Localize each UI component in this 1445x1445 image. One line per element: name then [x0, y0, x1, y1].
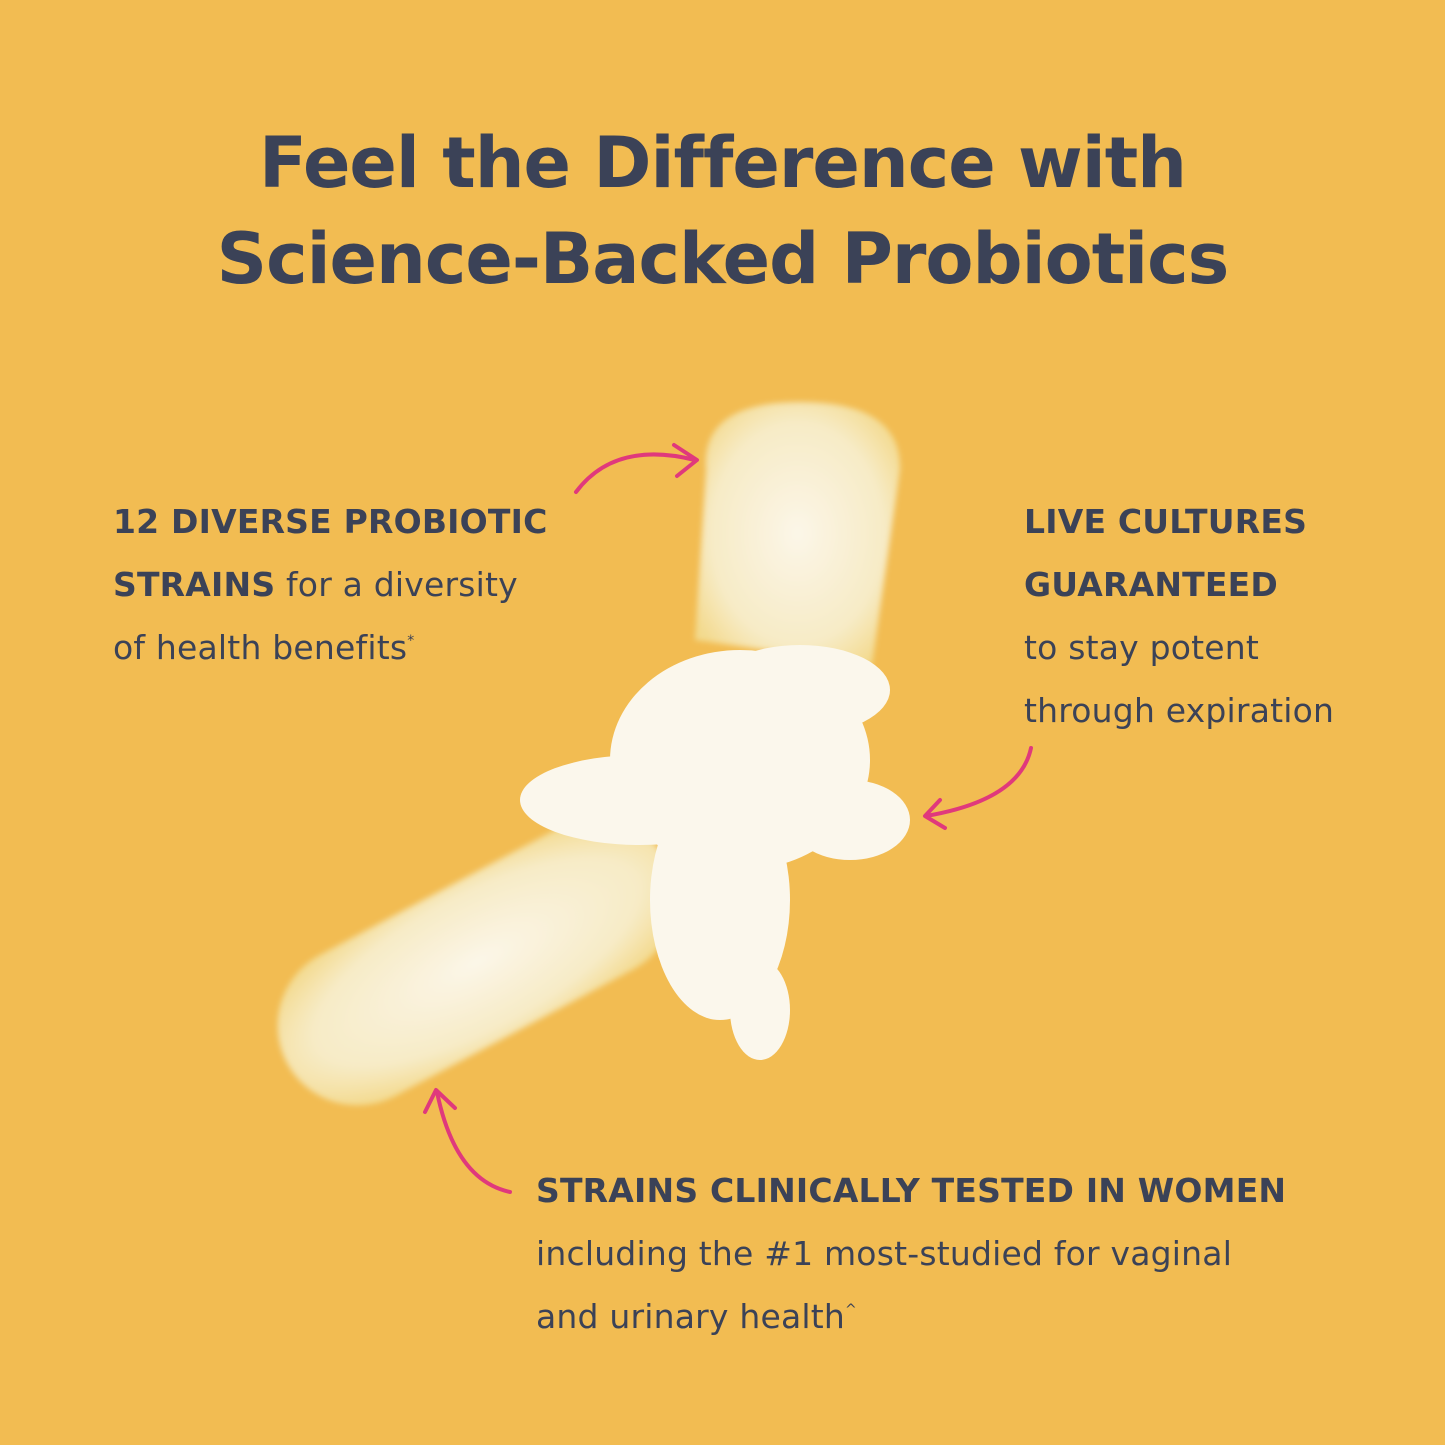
callout-clinical: STRAINS CLINICALLY TESTED IN WOMEN inclu… — [536, 1159, 1286, 1348]
strains-footnote-mark: * — [407, 633, 415, 649]
headline: Feel the Difference with Science-Backed … — [0, 115, 1445, 307]
arrow-icon-strains — [574, 443, 699, 494]
capsule-top-half — [695, 402, 901, 665]
callout-strains: 12 DIVERSE PROBIOTIC STRAINS for a diver… — [113, 490, 548, 679]
live-text-3: to stay potent — [1024, 628, 1260, 667]
strains-bold-1: 12 DIVERSE PROBIOTIC — [113, 502, 548, 541]
strains-bold-2: STRAINS — [113, 565, 276, 604]
clinical-text-3: and urinary health — [536, 1297, 846, 1336]
live-bold-2: GUARANTEED — [1024, 565, 1278, 604]
strains-text-2: for a diversity — [275, 565, 518, 604]
clinical-bold-1: STRAINS CLINICALLY TESTED IN WOMEN — [536, 1171, 1287, 1210]
live-text-4: through expiration — [1024, 691, 1335, 730]
clinical-footnote-mark: ^ — [845, 1302, 857, 1318]
clinical-text-2: including the #1 most-studied for vagina… — [536, 1234, 1233, 1273]
callout-live-cultures: LIVE CULTURES GUARANTEED to stay potent … — [1024, 490, 1334, 742]
headline-line-1: Feel the Difference with — [258, 122, 1187, 204]
live-bold-1: LIVE CULTURES — [1024, 502, 1308, 541]
strains-text-3: of health benefits — [113, 628, 408, 667]
headline-line-2: Science-Backed Probiotics — [216, 218, 1230, 300]
arrow-icon-live — [923, 746, 1033, 830]
powder-pile — [520, 645, 910, 1060]
arrow-icon-clinical — [423, 1088, 512, 1194]
capsule-bottom-half — [277, 818, 676, 1106]
